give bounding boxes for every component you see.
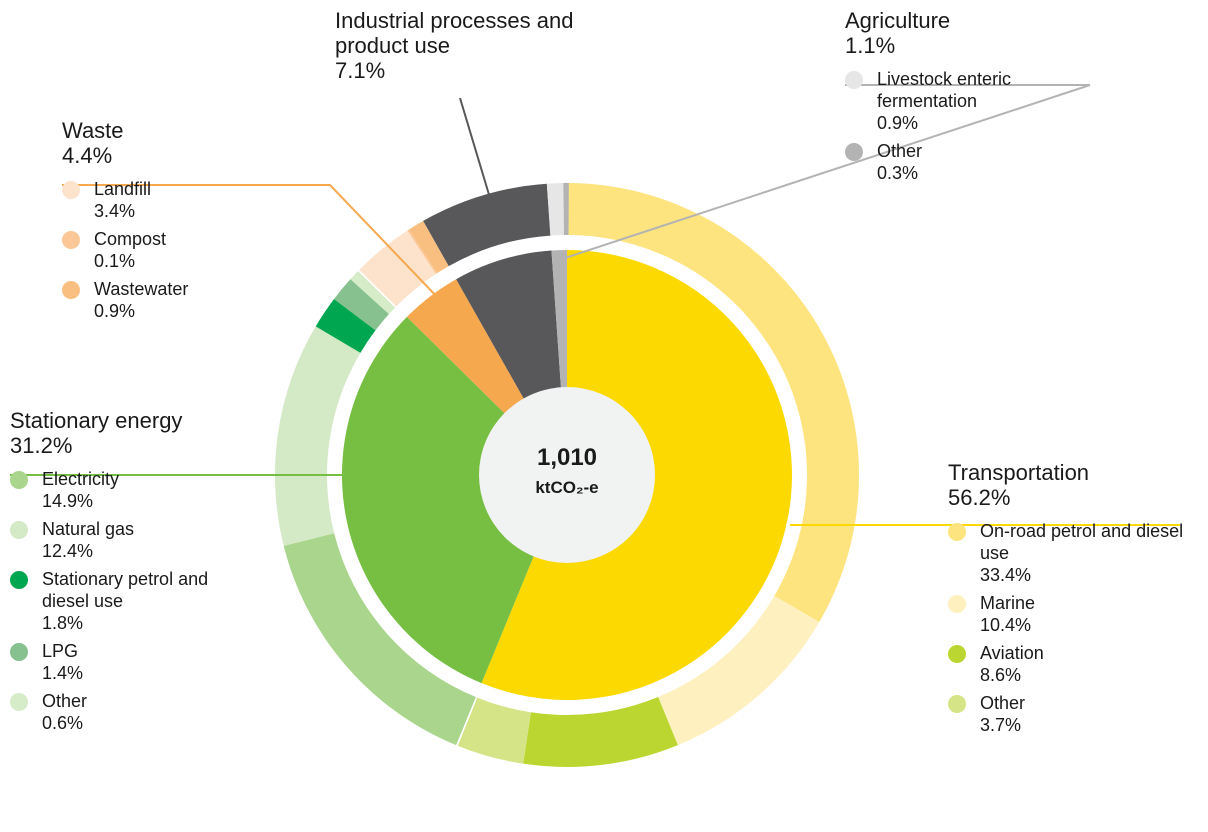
outer-segment bbox=[408, 220, 449, 274]
legend-dot bbox=[948, 695, 966, 713]
legend-item: Livestock enteric fermentation 0.9% bbox=[845, 68, 1085, 134]
center-total: 1,010 bbox=[537, 444, 597, 471]
sub-name: Other bbox=[877, 141, 923, 161]
legend-item: Natural gas 12.4% bbox=[10, 518, 240, 562]
legend-dot bbox=[10, 571, 28, 589]
sub-value: 33.4% bbox=[980, 565, 1032, 585]
label-group: Transportation 56.2% On-road petrol and di… bbox=[948, 460, 1198, 742]
legend-dot bbox=[62, 231, 80, 249]
leader-line bbox=[62, 184, 441, 301]
outer-segment bbox=[283, 533, 476, 746]
sub-value: 0.3% bbox=[877, 163, 919, 183]
inner-segment bbox=[341, 316, 567, 684]
center-unit: ktCO₂-e bbox=[535, 478, 598, 497]
outer-segment bbox=[350, 271, 396, 315]
center-disk bbox=[479, 387, 655, 563]
category-name: Transportation bbox=[948, 460, 1090, 485]
category-name: Agriculture bbox=[845, 8, 951, 33]
outer-segment bbox=[359, 230, 436, 307]
legend-item: Electricity 14.9% bbox=[10, 468, 240, 512]
outer-segment bbox=[457, 697, 531, 764]
label-group: Waste 4.4% Landfill 3.4% Compost 0.1% Wastewat… bbox=[62, 118, 262, 328]
legend-item: Wastewater 0.9% bbox=[62, 278, 262, 322]
sub-value: 1.4% bbox=[42, 663, 84, 683]
label-group: Agriculture 1.1% Livestock enteric ferment… bbox=[845, 8, 1085, 190]
category-name: Waste bbox=[62, 118, 124, 143]
sub-value: 3.4% bbox=[94, 201, 136, 221]
outer-segment bbox=[658, 595, 820, 746]
legend-dot bbox=[10, 643, 28, 661]
outer-segment bbox=[567, 183, 859, 623]
leader-line bbox=[564, 84, 1091, 259]
category-value: 4.4% bbox=[62, 143, 113, 168]
sub-name: On-road petrol and diesel use bbox=[980, 521, 1184, 563]
sub-name: Landfill bbox=[94, 179, 152, 199]
sub-name: Natural gas bbox=[42, 519, 135, 539]
category-value: 31.2% bbox=[10, 433, 73, 458]
outer-segment bbox=[423, 183, 551, 267]
leader-line bbox=[459, 97, 491, 199]
legend-item: On-road petrol and diesel use 33.4% bbox=[948, 520, 1198, 586]
legend-dot bbox=[10, 521, 28, 539]
sub-value: 12.4% bbox=[42, 541, 94, 561]
legend-item: Other 0.3% bbox=[845, 140, 1085, 184]
sub-value: 10.4% bbox=[980, 615, 1032, 635]
sub-value: 1.8% bbox=[42, 613, 84, 633]
legend-item: Aviation 8.6% bbox=[948, 642, 1198, 686]
legend-item: Marine 10.4% bbox=[948, 592, 1198, 636]
legend-dot bbox=[845, 143, 863, 161]
legend-item: Other 0.6% bbox=[10, 690, 240, 734]
outer-segment bbox=[334, 279, 389, 331]
legend-item: Other 3.7% bbox=[948, 692, 1198, 736]
outer-segment bbox=[315, 298, 376, 353]
outer-segment bbox=[523, 697, 678, 767]
sub-name: Other bbox=[42, 691, 88, 711]
legend-dot bbox=[845, 71, 863, 89]
legend-dot bbox=[948, 645, 966, 663]
sub-value: 0.1% bbox=[94, 251, 136, 271]
legend-dot bbox=[10, 693, 28, 711]
outer-segment bbox=[407, 229, 438, 274]
sub-value: 0.9% bbox=[94, 301, 136, 321]
sub-name: Compost bbox=[94, 229, 167, 249]
sub-value: 3.7% bbox=[980, 715, 1022, 735]
legend-item: Landfill 3.4% bbox=[62, 178, 262, 222]
sub-value: 0.9% bbox=[877, 113, 919, 133]
legend-dot bbox=[62, 181, 80, 199]
outer-segment bbox=[563, 183, 569, 236]
sub-name: Marine bbox=[980, 593, 1036, 613]
legend-dot bbox=[10, 471, 28, 489]
outer-segment bbox=[546, 183, 564, 236]
category-name: Industrial processes and product use bbox=[335, 8, 574, 58]
legend-dot bbox=[62, 281, 80, 299]
legend-dot bbox=[948, 595, 966, 613]
sub-value: 0.6% bbox=[42, 713, 84, 733]
sub-name: Livestock enteric fermentation bbox=[877, 69, 1012, 111]
category-value: 1.1% bbox=[845, 33, 896, 58]
label-group: Industrial processes and product use 7.1% bbox=[335, 8, 595, 93]
legend-item: LPG 1.4% bbox=[10, 640, 240, 684]
sub-name: LPG bbox=[42, 641, 79, 661]
category-value: 7.1% bbox=[335, 58, 386, 83]
sub-value: 14.9% bbox=[42, 491, 94, 511]
legend-item: Compost 0.1% bbox=[62, 228, 262, 272]
outer-segment bbox=[274, 326, 361, 546]
sub-name: Wastewater bbox=[94, 279, 189, 299]
sub-name: Electricity bbox=[42, 469, 120, 489]
category-name: Stationary energy bbox=[10, 408, 183, 433]
sub-name: Other bbox=[980, 693, 1026, 713]
label-group: Stationary energy 31.2% Electricity 14.9% Na… bbox=[10, 408, 240, 740]
legend-item: Stationary petrol and diesel use 1.8% bbox=[10, 568, 240, 634]
category-value: 56.2% bbox=[948, 485, 1011, 510]
sub-name: Stationary petrol and diesel use bbox=[42, 569, 209, 611]
sub-value: 8.6% bbox=[980, 665, 1022, 685]
sub-name: Aviation bbox=[980, 643, 1044, 663]
legend-dot bbox=[948, 523, 966, 541]
